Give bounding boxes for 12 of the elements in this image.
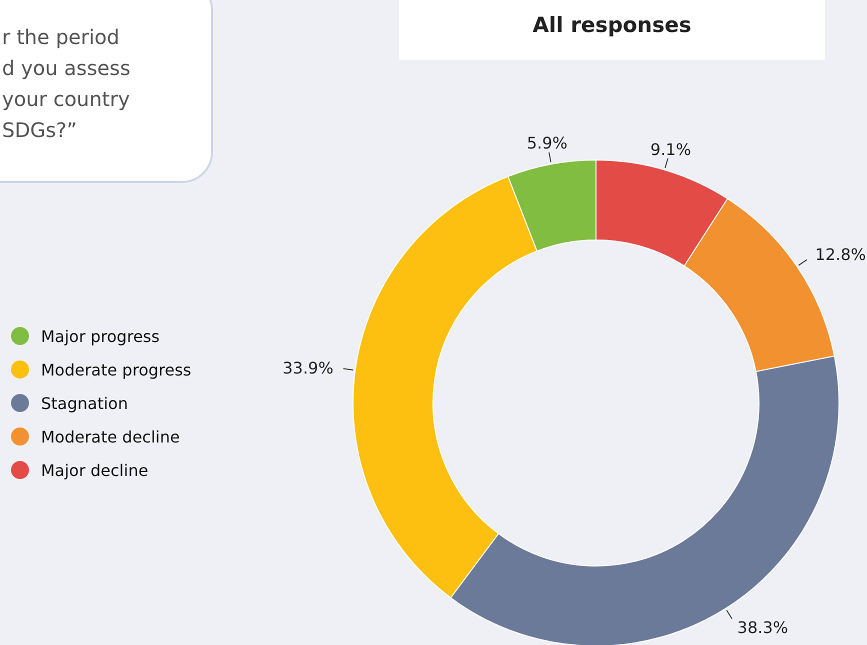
data-label: 38.3% [737, 618, 788, 638]
data-label: 12.8% [815, 245, 866, 264]
data-label: 5.9% [526, 134, 568, 153]
chart-title: All responses [532, 13, 692, 37]
legend-label: Major decline [41, 461, 148, 480]
data-label: 33.9% [282, 358, 334, 378]
legend-label: Major progress [41, 327, 160, 346]
text: r the period d you assess your country SDGs?” [2, 25, 130, 142]
legend-label: Moderate decline [41, 428, 180, 446]
legend-label: Moderate progress [41, 360, 192, 380]
data-label: 9.1% [650, 140, 692, 159]
legend-label: Stagnation [41, 394, 128, 413]
